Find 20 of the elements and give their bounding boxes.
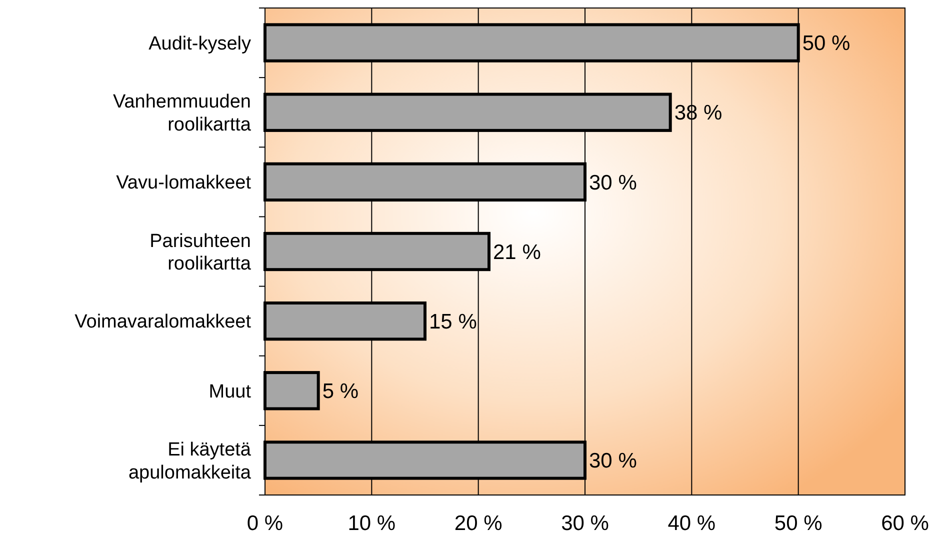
- y-tick-label: Voimavaralomakkeet: [74, 312, 252, 333]
- data-label: 5 %: [322, 380, 359, 403]
- y-tick-label: Ei käytetä apulomakkeita: [128, 439, 252, 484]
- data-label: 50 %: [802, 32, 850, 56]
- data-label: 21 %: [493, 240, 541, 264]
- x-tick-label: 20 %: [454, 512, 502, 535]
- y-tick-label: Vavu-lomakkeet: [116, 172, 252, 194]
- data-label: 30 %: [589, 171, 637, 194]
- y-tick-label: Muut: [208, 381, 252, 402]
- x-tick-label: 0 %: [246, 512, 284, 535]
- y-tick-label: Vanhemmuuden roolikartta: [112, 92, 252, 136]
- x-tick-label: 60 %: [881, 512, 929, 535]
- x-tick-label: 10 %: [348, 512, 396, 535]
- y-tick-label: Audit-kysely: [148, 33, 252, 54]
- data-label: 15 %: [429, 310, 477, 334]
- x-tick-label: 40 %: [668, 512, 716, 535]
- y-tick-label: Parisuhteen roolikartta: [150, 230, 252, 275]
- x-tick-label: 30 %: [561, 512, 609, 535]
- x-tick-label: 50 %: [774, 512, 822, 535]
- data-label: 30 %: [589, 450, 637, 473]
